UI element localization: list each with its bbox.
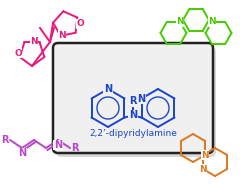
Text: R: R	[1, 135, 9, 145]
Text: N: N	[129, 111, 137, 121]
Text: N: N	[58, 30, 66, 40]
Text: N: N	[137, 94, 146, 104]
Text: N: N	[18, 148, 26, 158]
FancyBboxPatch shape	[56, 47, 216, 157]
Text: N: N	[104, 84, 112, 94]
Text: R: R	[129, 97, 137, 106]
Text: N: N	[199, 164, 207, 174]
Text: R: R	[71, 143, 79, 153]
Text: N: N	[201, 150, 209, 160]
FancyBboxPatch shape	[53, 43, 213, 153]
Text: N: N	[208, 17, 216, 26]
Text: N: N	[176, 17, 184, 26]
Text: N: N	[30, 36, 38, 46]
Text: N: N	[54, 140, 62, 150]
Text: 2,2’-dipyridylamine: 2,2’-dipyridylamine	[89, 129, 177, 139]
Text: O: O	[76, 19, 84, 29]
Text: O: O	[14, 49, 22, 57]
